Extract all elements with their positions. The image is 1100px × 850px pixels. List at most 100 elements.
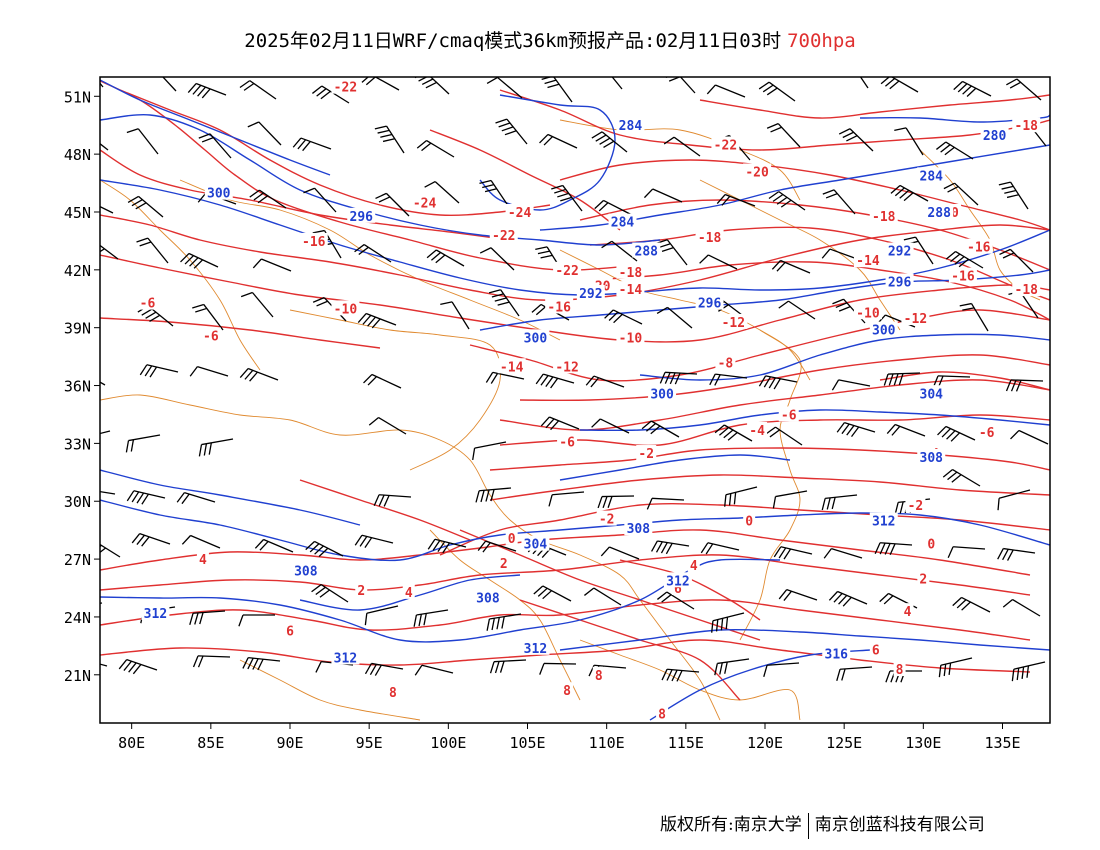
wind-barb: [657, 591, 695, 610]
wind-barb: [665, 77, 696, 94]
isotherm-label: 6: [674, 582, 682, 597]
wind-barb: [416, 139, 455, 158]
wind-barb: [488, 289, 520, 317]
wind-barb: [477, 540, 517, 553]
wind-barb: [836, 422, 876, 438]
label-bg: [473, 589, 502, 605]
label-bg: [925, 203, 954, 219]
wind-barb: [374, 125, 405, 154]
wind-barb: [765, 426, 803, 446]
wind-barb: [656, 306, 693, 329]
label-bg: [925, 535, 938, 551]
wind-barb: [368, 416, 407, 435]
wind-barb: [952, 596, 991, 613]
wind-barb: [714, 658, 750, 676]
label-bg: [521, 535, 550, 551]
wind-barb: [364, 605, 399, 626]
label-bg: [616, 329, 645, 345]
isotherm: [499, 89, 1050, 151]
wind-barb: [198, 438, 234, 457]
label-bg: [402, 583, 415, 599]
wind-barb: [836, 666, 873, 681]
isotherm-label: -6: [140, 297, 156, 312]
label-bg: [885, 242, 914, 258]
isotherm: [489, 474, 1050, 501]
height-contour: [479, 94, 616, 211]
footer-separator: [807, 812, 809, 839]
wind-barb: [486, 77, 523, 99]
latitude-axis: 51N 48N 45N 42N 39N 36N 33N 30N 27N 24N 21N: [64, 88, 100, 685]
label-bg: [624, 520, 653, 536]
wind-barb: [424, 181, 460, 204]
label-bg: [711, 136, 740, 152]
isotherm: [699, 94, 1050, 119]
lat-tick-label: 33N: [64, 435, 91, 453]
label-bg: [869, 512, 898, 528]
wind-barb: [305, 540, 344, 557]
isotherm-label: -2: [908, 499, 924, 514]
isotherm-label: -2: [599, 513, 615, 528]
label-bg: [632, 242, 661, 258]
isotherm-label: 6: [286, 624, 294, 639]
wind-barb: [303, 187, 337, 213]
wind-barb: [249, 189, 287, 209]
label-bg: [869, 321, 898, 337]
wind-barb: [706, 84, 746, 98]
wind-barb: [945, 250, 984, 269]
temperature-labels: -22-24-16-6-6-10-24-22-22-20-18-16-14-14…: [137, 78, 1041, 722]
wind-barb: [651, 540, 690, 555]
isotherm-label: -14: [856, 254, 880, 269]
wind-barb: [311, 584, 349, 603]
lat-tick-label: 45N: [64, 204, 91, 222]
border-line: [239, 659, 421, 721]
wind-barb: [363, 373, 402, 389]
isotherm-label: -14: [500, 360, 524, 375]
wind-barb: [1010, 429, 1049, 445]
wind-barb: [601, 240, 638, 262]
height-contour-label: 308: [627, 522, 651, 537]
height-contour-label: 292: [579, 287, 602, 302]
height-contour-label: 284: [611, 216, 635, 231]
isotherm-label: 4: [904, 605, 912, 620]
label-bg: [719, 313, 748, 329]
lon-tick-label: 85E: [197, 734, 224, 752]
height-contour-label: 308: [294, 565, 318, 580]
isotherm-label: -22: [714, 138, 737, 153]
lon-tick-label: 110E: [589, 734, 625, 752]
height-contour-label: 312: [666, 574, 689, 589]
wind-barb: [822, 189, 856, 215]
height-contour-label: 312: [524, 642, 547, 657]
wind-barb: [181, 534, 221, 549]
wind-barb: [100, 82, 104, 88]
height-contour-label: 296: [350, 210, 374, 225]
isotherm-label: 4: [690, 559, 698, 574]
wind-barb: [997, 547, 1036, 561]
wind-barb: [600, 546, 640, 560]
lon-tick-label: 90E: [276, 734, 303, 752]
wind-barb: [127, 195, 164, 218]
wind-barb: [495, 118, 528, 145]
label-bg: [648, 385, 677, 401]
isotherm-label: 2: [500, 557, 508, 572]
label-bg: [663, 572, 692, 588]
label-bg: [901, 603, 914, 619]
wind-barb: [659, 371, 698, 385]
wind-barb: [100, 543, 121, 558]
height-contour-label: 308: [476, 592, 500, 607]
wind-barb: [709, 373, 748, 386]
wind-barb: [252, 258, 292, 272]
label-bg: [291, 562, 320, 578]
isotherm-label: -22: [334, 81, 357, 96]
wind-barb: [768, 191, 806, 211]
wind-barb: [999, 248, 1034, 273]
height-contour-label: 284: [619, 119, 643, 134]
lon-tick-label: 120E: [747, 734, 783, 752]
height-contour: [299, 574, 521, 611]
wind-barb: [238, 614, 275, 627]
wind-barb: [189, 366, 229, 377]
label-bg: [747, 421, 768, 437]
wind-barb: [591, 131, 628, 153]
wind-barb: [894, 127, 924, 156]
height-contour-label: 300: [524, 331, 548, 346]
